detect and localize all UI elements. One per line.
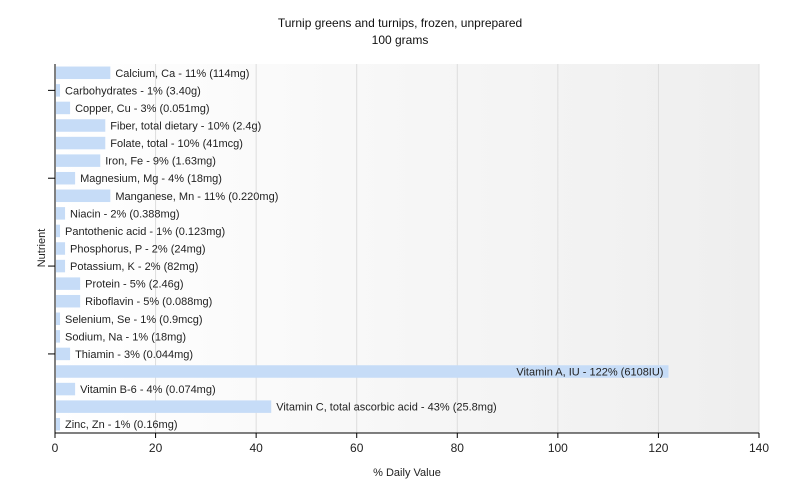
bar-label: Fiber, total dietary - 10% (2.4g) (110, 121, 261, 133)
bar (56, 154, 101, 167)
bar-label: Selenium, Se - 1% (0.9mcg) (65, 314, 203, 326)
x-tick-label: 120 (648, 441, 668, 455)
bar (56, 259, 66, 273)
bar (56, 294, 81, 308)
bar (56, 347, 71, 361)
bar (56, 224, 61, 238)
bar-label: Vitamin B-6 - 4% (0.074mg) (80, 384, 216, 396)
bar (56, 189, 111, 203)
bar (56, 119, 106, 132)
y-axis-ticks (48, 89, 55, 355)
bar-label: Phosphorus, P - 2% (24mg) (70, 244, 206, 256)
bar-label: Potassium, K - 2% (82mg) (70, 261, 198, 273)
bar (56, 66, 111, 80)
x-tick-label: 40 (249, 441, 263, 455)
x-tick-label: 100 (548, 441, 568, 455)
x-axis-ticks: 0 20 40 60 80 100 120 140 (52, 433, 769, 455)
bar (56, 400, 272, 413)
bar (56, 207, 66, 220)
bar-label: Riboflavin - 5% (0.088mg) (85, 296, 212, 308)
x-tick-label: 80 (451, 441, 465, 455)
x-tick-label: 0 (52, 441, 59, 455)
x-tick-label: 60 (350, 441, 364, 455)
bar-label: Vitamin C, total ascorbic acid - 43% (25… (276, 402, 497, 414)
bar-label: Iron, Fe - 9% (1.63mg) (105, 156, 216, 168)
bar-label: Thiamin - 3% (0.044mg) (75, 349, 193, 361)
bar (56, 84, 61, 97)
x-axis-title: % Daily Value (373, 467, 441, 479)
bar (56, 312, 61, 326)
bar-label: Folate, total - 10% (41mcg) (110, 138, 243, 150)
bar-label: Niacin - 2% (0.388mg) (70, 208, 179, 220)
bar (56, 277, 81, 290)
chart-subtitle: 100 grams (372, 33, 429, 47)
bar-label: Vitamin A, IU - 122% (6108IU) (516, 367, 663, 379)
bar (56, 101, 71, 115)
bar-label: Protein - 5% (2.46g) (85, 279, 183, 291)
bar-labels: Calcium, Ca - 11% (114mg) Carbohydrates -… (65, 68, 663, 431)
chart-title: Turnip greens and turnips, frozen, unpre… (278, 16, 522, 30)
bar-label: Pantothenic acid - 1% (0.123mg) (65, 226, 225, 238)
bar (56, 136, 106, 150)
bar (56, 171, 76, 185)
x-tick-label: 20 (149, 441, 163, 455)
bar (56, 417, 61, 431)
bar (56, 242, 66, 255)
bar-label: Manganese, Mn - 11% (0.220mg) (115, 191, 278, 203)
x-tick-label: 140 (749, 441, 769, 455)
bar-label: Magnesium, Mg - 4% (18mg) (80, 173, 222, 185)
bar (56, 330, 61, 343)
bar-label: Zinc, Zn - 1% (0.16mg) (65, 419, 177, 431)
bar (56, 382, 76, 396)
bar-label: Calcium, Ca - 11% (114mg) (115, 68, 249, 80)
y-axis-title: Nutrient (36, 229, 48, 268)
bar-label: Sodium, Na - 1% (18mg) (65, 331, 186, 343)
bar-label: Copper, Cu - 3% (0.051mg) (75, 103, 210, 115)
bar (56, 365, 669, 378)
bar-label: Carbohydrates - 1% (3.40g) (65, 85, 201, 97)
bars (56, 66, 669, 431)
